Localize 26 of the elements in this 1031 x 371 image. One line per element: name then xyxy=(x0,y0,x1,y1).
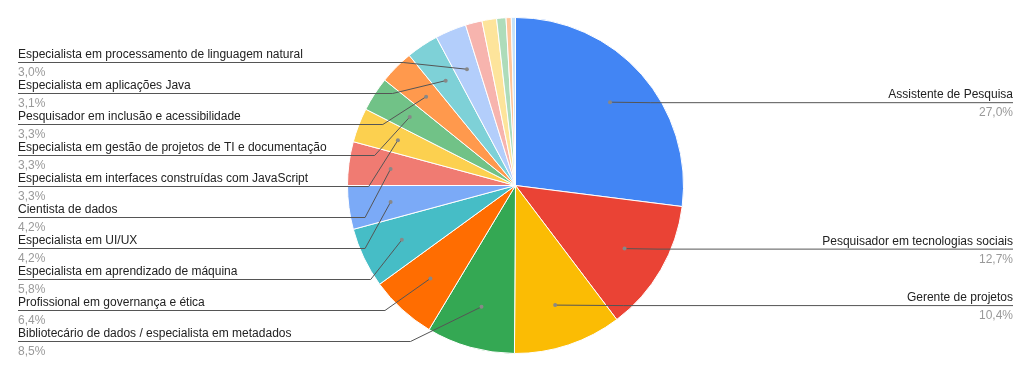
data-label: 3,3% xyxy=(18,158,46,172)
slice-label: Gerente de projetos xyxy=(906,290,1013,305)
slice-label: Especialista em UI/UX xyxy=(18,233,138,247)
data-label: 8,5% xyxy=(18,344,46,358)
slice-label: Especialista em interfaces construídas com JavaScript xyxy=(18,171,309,185)
slice-label: Assistente de Pesquisa xyxy=(888,87,1014,102)
data-label: 5,8% xyxy=(18,282,46,296)
slice-label: Pesquisador em inclusão e acessibilidade xyxy=(18,109,242,123)
data-label: 27,0% xyxy=(978,105,1014,120)
slice-label: Especialista em aplicações Java xyxy=(18,78,192,92)
data-label: 4,2% xyxy=(18,251,46,265)
data-label: 4,2% xyxy=(18,220,46,234)
data-label: 3,0% xyxy=(18,65,46,79)
slice-label: Especialista em aprendizado de máquina xyxy=(18,264,238,278)
slice-label: Profissional em governança e ética xyxy=(18,295,206,309)
slice-label: Cientista de dados xyxy=(18,202,118,216)
slice-label: Especialista em processamento de linguagem natural xyxy=(18,47,303,61)
slice-label: Bibliotecário de dados / especialista em metadados xyxy=(18,326,292,340)
data-label: 10,4% xyxy=(978,308,1014,323)
data-label: 3,1% xyxy=(18,96,46,110)
data-label: 12,7% xyxy=(978,251,1014,266)
data-label: 6,4% xyxy=(18,313,46,327)
slice-label: Especialista em gestão de projetos de TI e documentação xyxy=(18,140,327,154)
data-label: 3,3% xyxy=(18,127,46,141)
slice-label: Pesquisador em tecnologias sociais xyxy=(822,233,1013,248)
data-label: 3,3% xyxy=(18,189,46,203)
